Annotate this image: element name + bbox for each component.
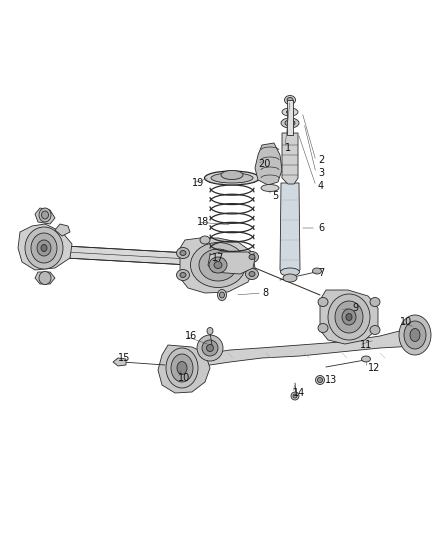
Ellipse shape bbox=[246, 252, 258, 262]
Ellipse shape bbox=[318, 297, 328, 306]
Ellipse shape bbox=[199, 249, 237, 281]
Ellipse shape bbox=[246, 269, 258, 279]
Ellipse shape bbox=[318, 377, 322, 383]
Ellipse shape bbox=[177, 361, 187, 375]
Text: 20: 20 bbox=[258, 159, 270, 169]
Text: 1: 1 bbox=[285, 143, 291, 153]
Text: 16: 16 bbox=[185, 331, 197, 341]
Polygon shape bbox=[30, 244, 242, 268]
Ellipse shape bbox=[214, 262, 222, 269]
Ellipse shape bbox=[171, 354, 193, 382]
Polygon shape bbox=[255, 143, 282, 185]
Text: 4: 4 bbox=[318, 181, 324, 191]
Ellipse shape bbox=[39, 271, 51, 285]
Text: 18: 18 bbox=[197, 217, 209, 227]
Polygon shape bbox=[168, 327, 420, 382]
Polygon shape bbox=[35, 208, 55, 224]
Polygon shape bbox=[320, 290, 378, 344]
Ellipse shape bbox=[260, 145, 280, 181]
Text: 14: 14 bbox=[293, 388, 305, 398]
Ellipse shape bbox=[361, 356, 371, 362]
Ellipse shape bbox=[291, 392, 299, 400]
Ellipse shape bbox=[346, 313, 352, 320]
Ellipse shape bbox=[177, 247, 190, 259]
Ellipse shape bbox=[404, 321, 426, 349]
Ellipse shape bbox=[207, 327, 213, 335]
Text: 8: 8 bbox=[262, 288, 268, 298]
Text: 10: 10 bbox=[400, 317, 412, 327]
Text: 12: 12 bbox=[368, 363, 380, 373]
Ellipse shape bbox=[370, 326, 380, 335]
Polygon shape bbox=[18, 224, 72, 270]
Ellipse shape bbox=[285, 120, 295, 126]
Ellipse shape bbox=[370, 297, 380, 306]
Ellipse shape bbox=[197, 335, 223, 361]
Ellipse shape bbox=[202, 340, 218, 356]
Ellipse shape bbox=[286, 110, 293, 114]
Ellipse shape bbox=[180, 272, 186, 278]
Polygon shape bbox=[180, 238, 255, 293]
Text: 13: 13 bbox=[325, 375, 337, 385]
Ellipse shape bbox=[191, 243, 246, 287]
Text: 7: 7 bbox=[318, 268, 324, 278]
Ellipse shape bbox=[39, 208, 51, 222]
Ellipse shape bbox=[282, 108, 298, 116]
Polygon shape bbox=[113, 358, 126, 366]
Text: 3: 3 bbox=[318, 168, 324, 178]
Ellipse shape bbox=[166, 348, 198, 388]
Ellipse shape bbox=[209, 257, 227, 273]
Ellipse shape bbox=[285, 95, 296, 104]
Polygon shape bbox=[55, 224, 70, 236]
Ellipse shape bbox=[399, 315, 431, 355]
Polygon shape bbox=[158, 345, 210, 393]
Polygon shape bbox=[208, 252, 255, 274]
Ellipse shape bbox=[25, 227, 63, 269]
Ellipse shape bbox=[312, 268, 321, 274]
Ellipse shape bbox=[31, 233, 57, 263]
Ellipse shape bbox=[261, 184, 279, 191]
Ellipse shape bbox=[221, 171, 243, 180]
Ellipse shape bbox=[328, 294, 370, 340]
Ellipse shape bbox=[249, 254, 255, 260]
Ellipse shape bbox=[211, 173, 253, 183]
Ellipse shape bbox=[318, 324, 328, 333]
Text: 15: 15 bbox=[118, 353, 131, 363]
Text: 5: 5 bbox=[272, 191, 278, 201]
Ellipse shape bbox=[116, 359, 124, 365]
Ellipse shape bbox=[281, 118, 299, 128]
Ellipse shape bbox=[219, 292, 225, 298]
Text: 2: 2 bbox=[318, 155, 324, 165]
Text: 19: 19 bbox=[192, 178, 204, 188]
Ellipse shape bbox=[180, 251, 186, 255]
Ellipse shape bbox=[37, 240, 51, 256]
Ellipse shape bbox=[335, 301, 363, 333]
Text: 10: 10 bbox=[178, 373, 190, 383]
Ellipse shape bbox=[41, 245, 47, 252]
Ellipse shape bbox=[315, 376, 325, 384]
Ellipse shape bbox=[205, 171, 259, 185]
Text: 6: 6 bbox=[318, 223, 324, 233]
Polygon shape bbox=[35, 272, 55, 284]
Ellipse shape bbox=[280, 268, 300, 276]
Ellipse shape bbox=[218, 289, 226, 301]
Text: 11: 11 bbox=[360, 340, 372, 350]
Ellipse shape bbox=[293, 394, 297, 398]
Ellipse shape bbox=[249, 271, 255, 277]
Text: 9: 9 bbox=[352, 303, 358, 313]
Ellipse shape bbox=[200, 236, 210, 244]
Polygon shape bbox=[287, 100, 293, 135]
Ellipse shape bbox=[177, 270, 190, 280]
Polygon shape bbox=[280, 183, 300, 276]
Polygon shape bbox=[282, 133, 298, 184]
Ellipse shape bbox=[206, 344, 213, 351]
Ellipse shape bbox=[42, 211, 49, 219]
Ellipse shape bbox=[287, 98, 293, 102]
Ellipse shape bbox=[410, 328, 420, 342]
Ellipse shape bbox=[283, 274, 297, 282]
Ellipse shape bbox=[342, 309, 356, 325]
Text: 17: 17 bbox=[212, 253, 224, 263]
